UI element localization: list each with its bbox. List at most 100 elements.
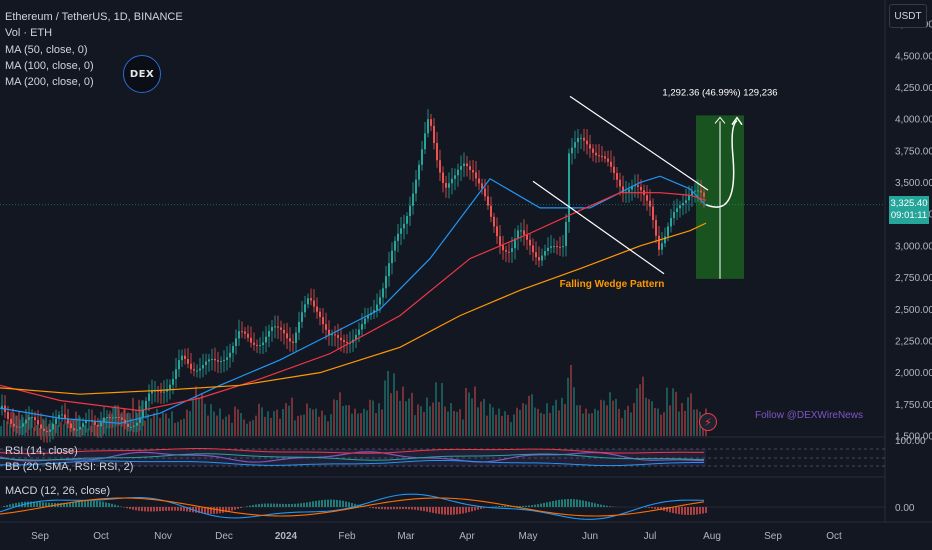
volume-bar <box>450 403 452 436</box>
macd-histogram-bar <box>225 507 227 513</box>
candle-body <box>364 318 366 325</box>
macd-histogram-bar <box>198 507 200 514</box>
ma200-legend[interactable]: MA (200, close, 0) <box>5 76 94 89</box>
candle-body <box>448 183 450 188</box>
candle-body <box>469 166 471 171</box>
macd-signal-line <box>0 497 705 517</box>
candle-body <box>658 235 660 250</box>
macd-histogram-bar <box>81 501 83 507</box>
macd-histogram-bar <box>177 507 179 511</box>
volume-bar <box>474 386 476 436</box>
macd-histogram-bar <box>63 502 65 507</box>
volume-bar <box>336 400 338 436</box>
candle-body <box>439 160 441 173</box>
volume-bar <box>312 409 314 436</box>
candle-body <box>655 219 657 236</box>
volume-bar <box>321 410 323 436</box>
rsi-legend[interactable]: RSI (14, close) <box>5 445 78 457</box>
volume-bar <box>357 413 359 436</box>
volume-bar <box>573 387 575 436</box>
volume-bar <box>612 400 614 436</box>
volume-bar <box>363 408 365 436</box>
macd-histogram-bar <box>432 507 434 513</box>
macd-histogram-bar <box>39 501 41 507</box>
candle-body <box>577 137 579 143</box>
macd-histogram-bar <box>18 502 20 507</box>
candle-body <box>49 429 51 432</box>
volume-bar <box>624 409 626 436</box>
macd-histogram-bar <box>378 507 380 509</box>
macd-histogram-bar <box>537 504 539 507</box>
volume-bar <box>393 373 395 436</box>
volume-bar <box>255 415 257 436</box>
macd-histogram-bar <box>465 507 467 513</box>
volume-bar <box>117 405 119 436</box>
volume-bar <box>267 411 269 436</box>
volume-legend[interactable]: Vol · ETH <box>5 27 53 40</box>
candle-body <box>397 233 399 241</box>
candle-body <box>43 428 45 432</box>
volume-bar <box>459 409 461 436</box>
candle-body <box>628 189 630 192</box>
candle-body <box>28 417 30 420</box>
macd-histogram-bar <box>78 501 80 507</box>
macd-histogram-bar <box>369 507 371 508</box>
volume-bar <box>444 406 446 436</box>
alert-flash-icon[interactable]: ⚡ <box>699 413 717 431</box>
volume-bar <box>288 405 290 436</box>
volume-bar <box>240 413 242 436</box>
volume-bar <box>558 410 560 436</box>
macd-histogram-bar <box>438 507 440 514</box>
macd-histogram-bar <box>153 507 155 512</box>
candle-body <box>619 179 621 187</box>
candle-body <box>40 424 42 429</box>
volume-bar <box>582 413 584 436</box>
macd-histogram-bar <box>264 503 266 507</box>
bb-legend[interactable]: BB (20, SMA, RSI: RSI, 2) <box>5 461 134 473</box>
candle-body <box>280 327 282 330</box>
volume-bar <box>3 419 5 436</box>
macd-histogram-bar <box>141 507 143 512</box>
macd-histogram-bar <box>549 501 551 507</box>
macd-histogram-bar <box>189 507 191 512</box>
symbol-title[interactable]: Ethereum / TetherUS, 1D, BINANCE <box>5 11 183 23</box>
candle-body <box>454 175 456 179</box>
candle-body <box>538 257 540 261</box>
candle-body <box>637 185 639 187</box>
macd-histogram-bar <box>483 507 485 509</box>
macd-legend[interactable]: MACD (12, 26, close) <box>5 485 111 497</box>
volume-bar <box>57 425 59 436</box>
currency-button[interactable]: USDT <box>889 4 927 28</box>
volume-bar <box>39 427 41 436</box>
volume-bar <box>300 415 302 436</box>
projected-path-arrowhead <box>731 116 743 126</box>
macd-histogram-bar <box>696 507 698 515</box>
macd-histogram-bar <box>318 500 320 507</box>
candle-body <box>310 298 312 301</box>
macd-histogram-bar <box>204 507 206 514</box>
macd-histogram-bar <box>69 502 71 507</box>
candle-body <box>229 352 231 358</box>
volume-bar <box>69 420 71 436</box>
volume-bar <box>291 397 293 436</box>
macd-histogram-bar <box>15 502 17 507</box>
candle-body <box>583 137 585 141</box>
volume-bar <box>60 422 62 436</box>
price-tick-label: 2,750.00 <box>895 273 932 284</box>
ma50-legend[interactable]: MA (50, close, 0) <box>5 43 88 56</box>
macd-histogram-bar <box>693 507 695 515</box>
volume-bar <box>276 409 278 436</box>
macd-histogram-bar <box>237 507 239 509</box>
volume-bar <box>462 419 464 436</box>
ma100-legend[interactable]: MA (100, close, 0) <box>5 59 94 72</box>
watermark-text: Follow @DEXWireNews <box>755 410 863 421</box>
volume-bar <box>231 422 233 436</box>
candle-body <box>640 186 642 191</box>
volume-bar <box>534 407 536 436</box>
volume-bar <box>90 425 92 436</box>
macd-histogram-bar <box>168 507 170 511</box>
candle-body <box>70 423 72 429</box>
candle-body <box>67 418 69 424</box>
candle-body <box>475 172 477 179</box>
